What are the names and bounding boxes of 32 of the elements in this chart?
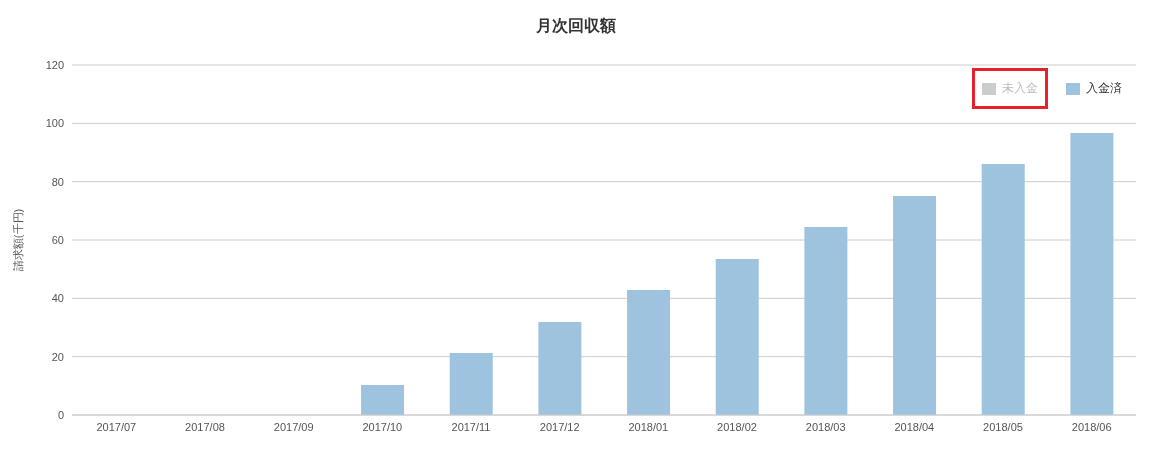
y-tick-label: 100 [45, 117, 64, 130]
y-tick-label: 80 [51, 175, 64, 188]
bar [981, 163, 1025, 415]
bar [449, 352, 493, 415]
chart-title: 月次回収額 [535, 16, 617, 36]
bar [361, 384, 405, 415]
bar [538, 321, 582, 415]
x-tick-label: 2018/02 [717, 420, 757, 433]
x-tick-label: 2017/12 [539, 420, 580, 433]
legend-label: 入金済 [1086, 80, 1122, 97]
bar [627, 289, 671, 415]
y-tick-label: 0 [57, 408, 64, 421]
y-tick-label: 40 [51, 292, 64, 305]
x-tick-label: 2017/07 [96, 420, 137, 433]
y-tick-label: 20 [51, 350, 64, 363]
legend-label: 未入金 [1002, 80, 1038, 97]
y-tick-label: 60 [51, 233, 64, 246]
x-tick-label: 2017/09 [273, 420, 314, 433]
bar [715, 258, 759, 415]
y-axis-title: 請求額(千円) [11, 208, 24, 272]
x-tick-label: 2018/06 [1071, 420, 1112, 433]
y-tick-label: 120 [45, 58, 64, 71]
x-tick-label: 2017/08 [185, 420, 225, 433]
x-tick-label: 2017/10 [362, 420, 403, 433]
x-tick-label: 2018/01 [628, 420, 669, 433]
bar [804, 226, 848, 415]
x-tick-label: 2018/03 [805, 420, 846, 433]
x-tick-label: 2018/04 [894, 420, 935, 433]
bar [1070, 132, 1114, 415]
x-tick-label: 2017/11 [451, 420, 491, 433]
x-tick-label: 2018/05 [983, 420, 1023, 433]
bar [893, 195, 937, 415]
